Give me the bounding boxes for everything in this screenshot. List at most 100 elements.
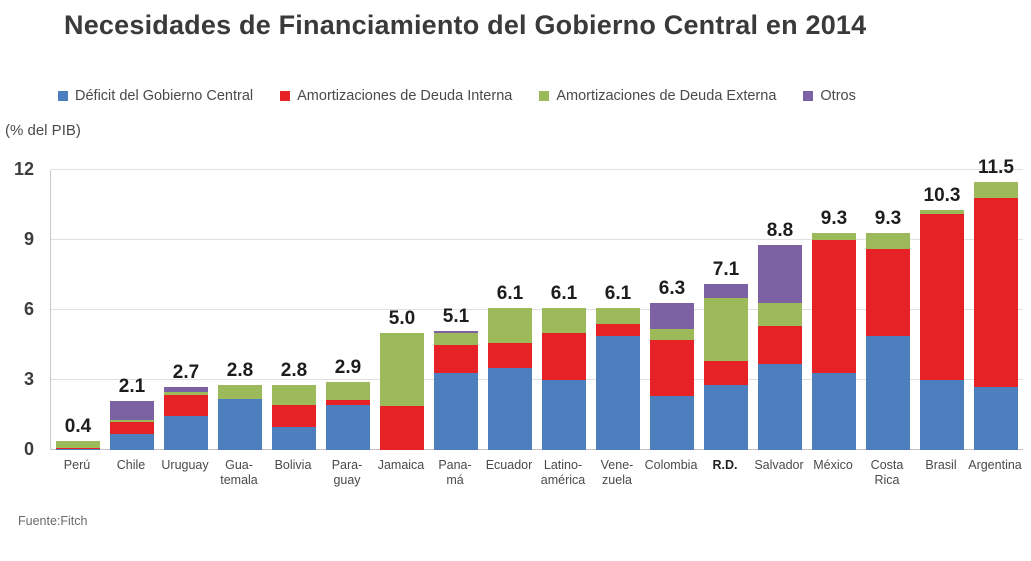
bar-slot: 6.3 <box>645 170 699 450</box>
segment-otros <box>758 244 802 304</box>
bar-slot: 2.9 <box>321 170 375 450</box>
bar: 9.3 <box>812 208 856 450</box>
bar: 2.7 <box>164 362 208 450</box>
bar-slot: 10.3 <box>915 170 969 450</box>
segment-amort-externa <box>812 233 856 240</box>
bar: 8.8 <box>758 220 802 450</box>
bar-total-label: 11.5 <box>978 156 1014 178</box>
x-axis-label: R.D. <box>712 458 738 472</box>
segment-amort-interna <box>542 333 586 380</box>
bar-total-label: 9.3 <box>874 208 902 230</box>
y-axis: 0 3 6 9 12 <box>0 160 38 458</box>
bar: 6.3 <box>650 278 694 450</box>
segment-deficit <box>326 404 370 450</box>
segment-amort-interna <box>974 198 1018 387</box>
segment-amort-interna <box>812 240 856 373</box>
bar: 6.1 <box>542 283 586 450</box>
x-axis-label: Gua-temala <box>220 458 258 487</box>
segment-deficit <box>110 433 154 450</box>
bar: 2.9 <box>326 357 370 450</box>
bar: 2.1 <box>110 376 154 450</box>
legend-item: Amortizaciones de Deuda Externa <box>539 88 776 104</box>
segment-deficit <box>272 426 316 450</box>
x-axis-label: Chile <box>116 458 146 472</box>
x-axis-label: Pana-má <box>438 458 472 487</box>
bar: 10.3 <box>920 185 964 450</box>
segment-deficit <box>812 373 856 450</box>
x-axis-label: México <box>813 458 853 472</box>
legend-swatch-icon <box>539 91 550 101</box>
segment-deficit <box>56 448 100 450</box>
segment-amort-interna <box>380 405 424 450</box>
chart-title: Necesidades de Financiamiento del Gobier… <box>64 10 867 40</box>
x-axis-label: Uruguay <box>161 458 209 472</box>
bar-total-label: 10.3 <box>923 184 961 206</box>
segment-deficit <box>218 398 262 450</box>
x-axis-label: Para-guay <box>331 458 363 487</box>
segment-amort-interna <box>650 340 694 397</box>
bar-slot: 5.1 <box>429 170 483 450</box>
bar-total-label: 6.1 <box>604 282 632 304</box>
segment-otros <box>650 303 694 329</box>
segment-deficit <box>434 373 478 450</box>
x-axis-label: Bolivia <box>274 458 312 472</box>
bar-total-label: 2.8 <box>226 359 254 381</box>
gridline-6 <box>51 309 1023 310</box>
segment-deficit <box>974 387 1018 450</box>
bar-slot: 8.8 <box>753 170 807 450</box>
segment-amort-interna <box>488 342 532 369</box>
segment-deficit <box>866 335 910 450</box>
bar-slot: 9.3 <box>807 170 861 450</box>
segment-amort-interna <box>920 214 964 380</box>
bar-total-label: 6.1 <box>550 282 578 304</box>
plot-area: 0.4 2.1 2.7 2.8 2.8 2.9 5.0 5.1 6.1 6.1 6.1 6.3 7.1 8… <box>50 157 1023 450</box>
segment-amort-externa <box>596 307 640 325</box>
legend-label: Déficit del Gobierno Central <box>75 88 254 104</box>
segment-otros <box>704 284 748 299</box>
bar-total-label: 2.9 <box>334 357 362 379</box>
segment-amort-externa <box>650 328 694 341</box>
y-tick-label-3: 3 <box>23 369 34 389</box>
bar-slot: 9.3 <box>861 170 915 450</box>
segment-amort-interna <box>326 399 370 405</box>
legend: Déficit del Gobierno Central Amortizacion… <box>58 88 856 104</box>
bar: 5.0 <box>380 308 424 450</box>
segment-amort-interna <box>272 404 316 427</box>
segment-amort-externa <box>434 333 478 345</box>
legend-label: Otros <box>820 88 856 104</box>
bar-total-label: 7.1 <box>712 259 740 281</box>
segment-deficit <box>920 380 964 450</box>
bar: 6.1 <box>596 283 640 450</box>
segment-amort-interna <box>866 249 910 336</box>
bar-total-label: 9.3 <box>820 208 848 229</box>
segment-otros <box>110 401 154 420</box>
segment-deficit <box>758 363 802 450</box>
segment-amort-externa <box>866 233 910 250</box>
bar-slot: 7.1 <box>699 170 753 450</box>
legend-label: Amortizaciones de Deuda Interna <box>297 88 513 104</box>
x-axis-label: Perú <box>63 458 91 472</box>
segment-otros <box>164 387 208 392</box>
x-axis-label: Argentina <box>968 458 1022 472</box>
y-tick-label-9: 9 <box>23 229 34 249</box>
bar: 6.1 <box>488 283 532 450</box>
segment-amort-externa <box>218 384 262 399</box>
segment-deficit <box>650 396 694 450</box>
bar: 5.1 <box>434 306 478 450</box>
segment-deficit <box>542 380 586 450</box>
legend-swatch-icon <box>58 91 68 101</box>
segment-amort-externa <box>272 384 316 405</box>
x-axis-label: Latino-américa <box>540 458 586 487</box>
bar-total-label: 5.0 <box>388 308 416 330</box>
legend-item: Otros <box>803 88 856 104</box>
bar-total-label: 2.1 <box>118 376 146 398</box>
bar-slot: 6.1 <box>591 170 645 450</box>
bar-total-label: 5.1 <box>442 306 470 328</box>
bar-slot: 0.4 <box>51 170 105 450</box>
bar-slot: 2.8 <box>213 170 267 450</box>
segment-amort-externa <box>542 307 586 334</box>
x-axis-label: Brasil <box>925 458 957 472</box>
x-axis: Perú Chile Uruguay Gua-temala Bolivia Para-gu… <box>50 458 1022 488</box>
x-axis-label: Jamaica <box>377 458 425 472</box>
bar-total-label: 2.7 <box>172 362 200 384</box>
